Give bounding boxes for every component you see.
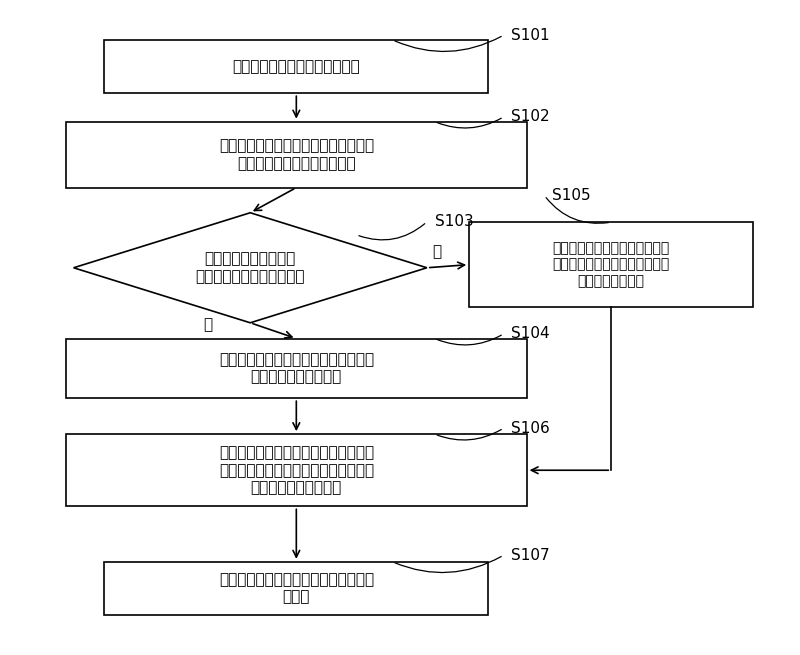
Polygon shape <box>74 213 427 323</box>
Bar <box>104 40 488 93</box>
Bar <box>469 222 754 307</box>
Text: 将计算所得的交点插入交点所在的线段
中，并根据交点生成新的线对象，同时
保留原始线对象的属性: 将计算所得的交点插入交点所在的线段 中，并根据交点生成新的线对象，同时 保留原始… <box>218 445 374 495</box>
Text: S105: S105 <box>552 188 590 203</box>
Text: 对每个数据块进行线段求交的计算，首
先对每个数据块进行网格划分: 对每个数据块进行线段求交的计算，首 先对每个数据块进行网格划分 <box>218 138 374 171</box>
Text: S106: S106 <box>511 421 550 436</box>
Text: S103: S103 <box>434 214 474 229</box>
Text: S104: S104 <box>511 326 550 341</box>
Bar <box>104 562 488 615</box>
Text: 将每个数据块的处理结果汇总整理成全
局结果: 将每个数据块的处理结果汇总整理成全 局结果 <box>218 572 374 605</box>
Bar <box>66 339 526 398</box>
Text: 判断每个网格内经过的
线段数量是否超过预置阈值: 判断每个网格内经过的 线段数量是否超过预置阈值 <box>195 252 305 284</box>
Text: 否: 否 <box>203 317 213 332</box>
Text: 对于数据分布均匀的情况，对网格内的
两两线段分别计算交点: 对于数据分布均匀的情况，对网格内的 两两线段分别计算交点 <box>218 352 374 384</box>
Bar <box>66 434 526 506</box>
Text: 将待处理数据均衡划分为数据块: 将待处理数据均衡划分为数据块 <box>233 59 360 74</box>
Text: 是: 是 <box>432 244 442 259</box>
Bar <box>66 122 526 187</box>
Text: S107: S107 <box>511 548 550 563</box>
Text: 对于某些网格线段分布密度较大
的情况，采用扫描线的方法计算
网格内的线段交点: 对于某些网格线段分布密度较大 的情况，采用扫描线的方法计算 网格内的线段交点 <box>553 242 670 288</box>
Text: S102: S102 <box>511 109 550 124</box>
Text: S101: S101 <box>511 28 550 43</box>
